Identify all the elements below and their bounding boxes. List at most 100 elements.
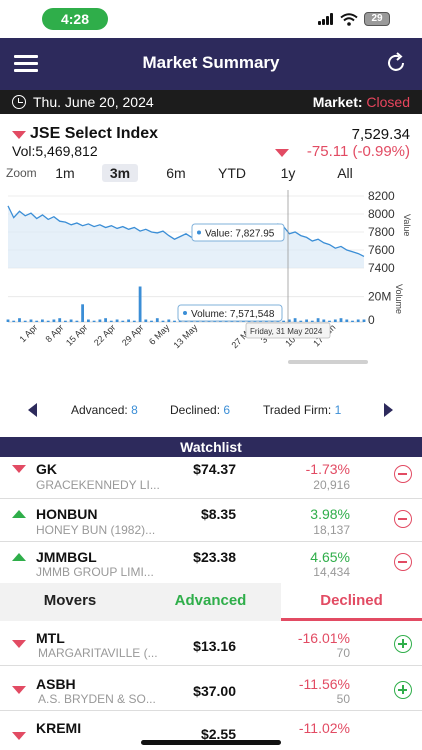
price-tooltip-text: Value: 7,827.95 xyxy=(205,229,275,240)
volume-bar xyxy=(41,319,44,322)
index-value: 7,529.34 xyxy=(351,126,410,143)
volume-tick-label: 0 xyxy=(368,313,375,327)
volume-bar xyxy=(362,319,366,322)
volume-bar xyxy=(282,320,285,322)
signal-icon xyxy=(318,13,334,25)
stock-volume: 14,434 xyxy=(313,565,350,579)
stock-name: HONEY BUN (1982)... xyxy=(36,523,156,537)
mover-row[interactable]: KREMI $2.55 -11.02% xyxy=(0,712,422,750)
traded-summary[interactable]: Traded Firm: 1 xyxy=(263,403,342,417)
up-arrow-icon xyxy=(12,510,26,518)
page-title: Market Summary xyxy=(142,53,280,72)
price-tick-label: 7600 xyxy=(368,243,395,257)
index-change: -75.11 (-0.99%) xyxy=(306,143,410,160)
add-icon[interactable] xyxy=(394,681,412,699)
stock-symbol: ASBH xyxy=(36,676,76,692)
zoom-3m-button[interactable]: 3m xyxy=(102,164,138,182)
volume-bar xyxy=(92,320,96,322)
remove-icon[interactable] xyxy=(394,510,412,528)
stock-symbol: HONBUN xyxy=(36,506,98,522)
volume-bar xyxy=(127,319,130,322)
volume-bar xyxy=(328,320,331,322)
index-name: JSE Select Index xyxy=(30,125,159,142)
price-line xyxy=(7,205,365,257)
price-tick-label: 8000 xyxy=(368,207,395,221)
watchlist-row[interactable]: JMMBGL JMMB GROUP LIMI... $23.38 4.65% 1… xyxy=(0,543,422,583)
prev-arrow-icon[interactable] xyxy=(28,403,37,417)
volume-bar xyxy=(356,319,360,322)
volume-bar xyxy=(167,319,171,322)
volume-tick-label: 20M xyxy=(368,290,391,304)
chart-scrollbar[interactable] xyxy=(288,360,368,364)
add-icon[interactable] xyxy=(394,635,412,653)
home-indicator xyxy=(141,740,281,745)
volume-bar xyxy=(6,319,10,322)
stock-change-pct: -1.73% xyxy=(305,461,350,477)
volume-bar xyxy=(299,320,303,322)
watchlist-row[interactable]: HONBUN HONEY BUN (1982)... $8.35 3.98% 1… xyxy=(0,500,422,542)
status-bar: 4:28 29 xyxy=(0,0,422,38)
zoom-6m-button[interactable]: 6m xyxy=(166,165,186,181)
volume-bar xyxy=(310,320,314,322)
stock-change-pct: -11.02% xyxy=(298,720,350,736)
mover-row[interactable]: ASBH A.S. BRYDEN & SO... $37.00 -11.56% … xyxy=(0,667,422,711)
watchlist-row[interactable]: GK GRACEKENNEDY LI... $74.37 -1.73% 20,9… xyxy=(0,457,422,499)
price-area-fill xyxy=(8,205,364,268)
mover-row[interactable]: MTL MARGARITAVILLE (... $13.16 -16.01% 7… xyxy=(0,622,422,666)
stock-volume: 20,916 xyxy=(313,478,350,492)
advanced-summary[interactable]: Advanced: 8 xyxy=(71,403,138,417)
clock-icon xyxy=(12,95,26,109)
volume-bar xyxy=(46,320,50,322)
remove-icon[interactable] xyxy=(394,465,412,483)
down-arrow-icon xyxy=(12,640,26,648)
volume-bar xyxy=(155,318,159,322)
stock-price: $74.37 xyxy=(193,461,236,477)
refresh-icon[interactable] xyxy=(384,51,408,75)
tab-declined[interactable]: Declined xyxy=(281,583,422,621)
volume-bar xyxy=(58,318,62,322)
movers-label: Movers xyxy=(43,592,97,609)
zoom-all-button[interactable]: All xyxy=(337,165,353,181)
declined-count: 6 xyxy=(223,403,231,417)
stock-change-pct: 3.98% xyxy=(310,506,350,522)
x-tick-label: 8 Apr xyxy=(43,322,65,344)
stock-name: GRACEKENNEDY LI... xyxy=(36,478,160,492)
index-volume: Vol:5,469,812 xyxy=(12,143,98,159)
x-tick-label: 1 Apr xyxy=(17,322,39,344)
zoom-ytd-button[interactable]: YTD xyxy=(218,165,246,181)
traded-count: 1 xyxy=(334,403,342,417)
watchlist-header: Watchlist xyxy=(0,437,422,457)
stock-symbol: MTL xyxy=(36,630,65,646)
declined-summary[interactable]: Declined: 6 xyxy=(170,403,231,417)
volume-bar xyxy=(305,319,308,322)
volume-bar xyxy=(287,319,291,322)
volume-bar xyxy=(12,320,16,322)
app-header: Market Summary xyxy=(0,38,422,90)
price-tooltip: Value: 7,827.95 xyxy=(191,223,285,242)
volume-bar xyxy=(87,319,90,322)
price-tick-label: 8200 xyxy=(368,189,395,203)
volume-bar xyxy=(132,320,136,322)
price-tick-label: 7400 xyxy=(368,261,395,275)
index-chart[interactable]: 8200 8000 7800 7600 7400 Value 20M 0 Volume 1 A… xyxy=(0,186,422,372)
stock-change-pct: 4.65% xyxy=(310,549,350,565)
menu-icon[interactable] xyxy=(14,55,38,73)
zoom-1y-button[interactable]: 1y xyxy=(280,165,296,181)
market-label: Market: xyxy=(312,94,363,110)
trade-date: Thu. June 20, 2024 xyxy=(33,94,154,110)
tab-advanced[interactable]: Advanced xyxy=(174,592,247,609)
date-tooltip-text: Friday, 31 May 2024 xyxy=(250,327,323,336)
x-tick-label: 15 Apr xyxy=(64,322,89,347)
stock-name: MARGARITAVILLE (... xyxy=(38,646,158,660)
remove-icon[interactable] xyxy=(394,553,412,571)
up-arrow-icon xyxy=(12,553,26,561)
battery-icon: 29 xyxy=(364,12,390,26)
next-arrow-icon[interactable] xyxy=(384,403,393,417)
volume-bar xyxy=(109,320,113,322)
zoom-1m-button[interactable]: 1m xyxy=(55,165,75,181)
volume-bar xyxy=(69,319,73,322)
stock-change-pct: -16.01% xyxy=(297,630,350,646)
stock-price: $37.00 xyxy=(193,683,236,699)
down-arrow-icon xyxy=(12,686,26,694)
volume-bar xyxy=(161,320,165,322)
